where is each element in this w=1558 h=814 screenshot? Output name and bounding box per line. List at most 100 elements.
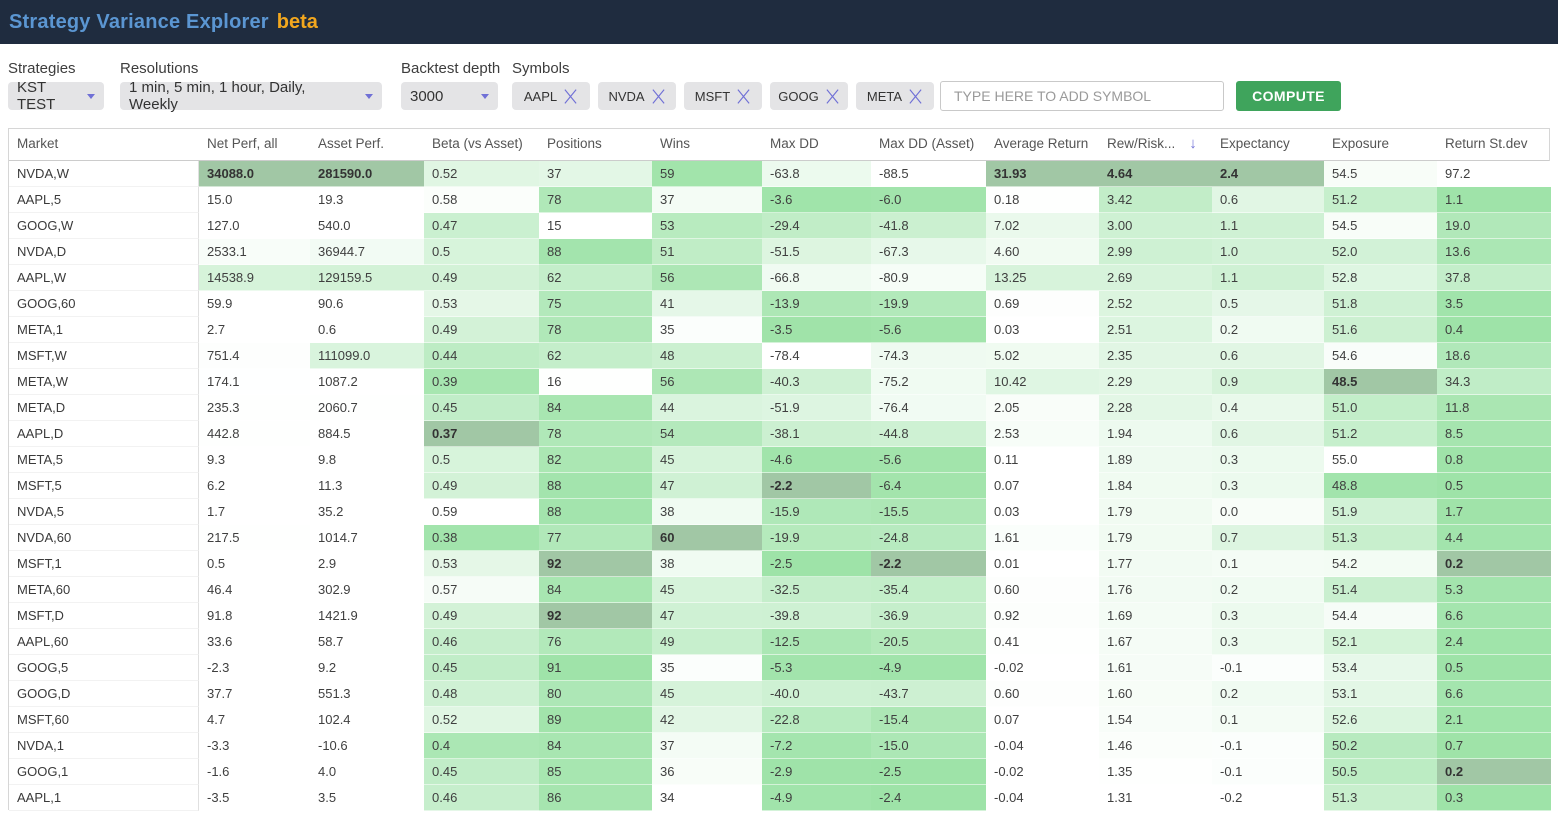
resolutions-dropdown[interactable]: 1 min, 5 min, 1 hour, Daily, Weekly	[120, 79, 382, 113]
remove-symbol-icon[interactable]	[736, 88, 751, 104]
table-row[interactable]: AAPL,5 15.0 19.3 0.58 78 37 -3.6 -6.0 0.18 3.42 0.…	[9, 187, 1551, 213]
cell-exposure: 55.0	[1324, 447, 1437, 473]
symbol-chip-label: AAPL	[523, 88, 558, 104]
column-header-avg_return[interactable]: Average Return	[994, 136, 1089, 151]
cell-rew_risk: 1.60	[1099, 681, 1212, 707]
table-row[interactable]: NVDA,D 2533.1 36944.7 0.5 88 51 -51.5 -67.3 4.60…	[9, 239, 1551, 265]
cell-exposure: 50.5	[1324, 759, 1437, 785]
cell-positions: 84	[539, 395, 652, 421]
cell-expectancy: 0.2	[1212, 577, 1324, 603]
sort-descending-icon: ↓	[1189, 135, 1197, 152]
table-row[interactable]: GOOG,5 -2.3 9.2 0.45 91 35 -5.3 -4.9 -0.02 1.61 -0…	[9, 655, 1551, 681]
cell-asset_perf: 111099.0	[310, 343, 424, 369]
cell-stdev: 0.7	[1437, 733, 1551, 759]
market-cell: MSFT,D	[9, 603, 199, 629]
cell-wins: 59	[652, 161, 762, 187]
remove-symbol-icon[interactable]	[563, 88, 578, 104]
table-row[interactable]: META,60 46.4 302.9 0.57 84 45 -32.5 -35.4 0.60 1.…	[9, 577, 1551, 603]
backtest-depth-dropdown[interactable]: 3000	[401, 82, 498, 110]
cell-wins: 48	[652, 343, 762, 369]
cell-expectancy: -0.1	[1212, 759, 1324, 785]
column-header-rew_risk[interactable]: Rew/Risk... ↓	[1107, 135, 1197, 152]
cell-max_dd_asset: -76.4	[871, 395, 986, 421]
cell-expectancy: 0.0	[1212, 499, 1324, 525]
column-header-wins[interactable]: Wins	[660, 136, 690, 151]
cell-beta: 0.39	[424, 369, 539, 395]
table-row[interactable]: AAPL,60 33.6 58.7 0.46 76 49 -12.5 -20.5 0.41 1.6…	[9, 629, 1551, 655]
column-header-max_dd[interactable]: Max DD	[770, 136, 819, 151]
cell-max_dd: -19.9	[762, 525, 871, 551]
strategies-dropdown[interactable]: KST TEST	[8, 79, 104, 113]
cell-wins: 41	[652, 291, 762, 317]
compute-button[interactable]: COMPUTE	[1236, 81, 1341, 111]
cell-asset_perf: 540.0	[310, 213, 424, 239]
app-title: Strategy Variance Explorer	[9, 10, 269, 33]
cell-beta: 0.44	[424, 343, 539, 369]
cell-net_perf: 6.2	[199, 473, 310, 499]
cell-asset_perf: 102.4	[310, 707, 424, 733]
cell-max_dd_asset: -74.3	[871, 343, 986, 369]
remove-symbol-icon[interactable]	[825, 88, 840, 104]
table-row[interactable]: GOOG,1 -1.6 4.0 0.45 85 36 -2.9 -2.5 -0.02 1.35 -0…	[9, 759, 1551, 785]
cell-asset_perf: 4.0	[310, 759, 424, 785]
table-row[interactable]: NVDA,5 1.7 35.2 0.59 88 38 -15.9 -15.5 0.03 1.79 0…	[9, 499, 1551, 525]
table-row[interactable]: MSFT,60 4.7 102.4 0.52 89 42 -22.8 -15.4 0.07 1.5…	[9, 707, 1551, 733]
cell-stdev: 11.8	[1437, 395, 1551, 421]
remove-symbol-icon[interactable]	[651, 88, 666, 104]
cell-stdev: 97.2	[1437, 161, 1551, 187]
table-row[interactable]: META,D 235.3 2060.7 0.45 84 44 -51.9 -76.4 2.05 2…	[9, 395, 1551, 421]
column-header-asset_perf[interactable]: Asset Perf.	[318, 136, 385, 151]
cell-max_dd: -29.4	[762, 213, 871, 239]
table-row[interactable]: GOOG,W 127.0 540.0 0.47 15 53 -29.4 -41.8 7.02 3.…	[9, 213, 1551, 239]
cell-avg_return: 4.60	[986, 239, 1099, 265]
table-row[interactable]: AAPL,1 -3.5 3.5 0.46 86 34 -4.9 -2.4 -0.04 1.31 -0…	[9, 785, 1551, 811]
cell-beta: 0.46	[424, 629, 539, 655]
column-header-net_perf[interactable]: Net Perf, all	[207, 136, 278, 151]
cell-net_perf: 34088.0	[199, 161, 310, 187]
table-row[interactable]: GOOG,60 59.9 90.6 0.53 75 41 -13.9 -19.9 0.69 2.5…	[9, 291, 1551, 317]
table-row[interactable]: MSFT,5 6.2 11.3 0.49 88 47 -2.2 -6.4 0.07 1.84 0.3…	[9, 473, 1551, 499]
cell-max_dd_asset: -24.8	[871, 525, 986, 551]
cell-asset_perf: 0.6	[310, 317, 424, 343]
cell-avg_return: 0.11	[986, 447, 1099, 473]
add-symbol-input[interactable]	[940, 81, 1224, 111]
column-header-max_dd_asset[interactable]: Max DD (Asset)	[879, 136, 975, 151]
table-row[interactable]: AAPL,W 14538.9 129159.5 0.49 62 56 -66.8 -80.9 1…	[9, 265, 1551, 291]
cell-beta: 0.45	[424, 395, 539, 421]
remove-symbol-icon[interactable]	[908, 88, 923, 104]
cell-net_perf: 14538.9	[199, 265, 310, 291]
column-header-market[interactable]: Market	[17, 136, 59, 151]
table-row[interactable]: META,1 2.7 0.6 0.49 78 35 -3.5 -5.6 0.03 2.51 0.2 5…	[9, 317, 1551, 343]
cell-max_dd_asset: -6.0	[871, 187, 986, 213]
table-row[interactable]: MSFT,1 0.5 2.9 0.53 92 38 -2.5 -2.2 0.01 1.77 0.1 5…	[9, 551, 1551, 577]
column-header-beta[interactable]: Beta (vs Asset)	[432, 136, 523, 151]
column-header-positions[interactable]: Positions	[547, 136, 602, 151]
table-row[interactable]: AAPL,D 442.8 884.5 0.37 78 54 -38.1 -44.8 2.53 1.…	[9, 421, 1551, 447]
cell-exposure: 53.4	[1324, 655, 1437, 681]
cell-max_dd_asset: -36.9	[871, 603, 986, 629]
cell-avg_return: -0.02	[986, 655, 1099, 681]
market-cell: MSFT,1	[9, 551, 199, 577]
column-header-exposure[interactable]: Exposure	[1332, 136, 1390, 151]
cell-beta: 0.49	[424, 603, 539, 629]
table-row[interactable]: GOOG,D 37.7 551.3 0.48 80 45 -40.0 -43.7 0.60 1.6…	[9, 681, 1551, 707]
cell-stdev: 37.8	[1437, 265, 1551, 291]
table-row[interactable]: META,5 9.3 9.8 0.5 82 45 -4.6 -5.6 0.11 1.89 0.3 55…	[9, 447, 1551, 473]
cell-exposure: 51.3	[1324, 785, 1437, 811]
cell-avg_return: 0.03	[986, 499, 1099, 525]
table-row[interactable]: NVDA,W 34088.0 281590.0 0.52 37 59 -63.8 -88.5 3…	[9, 161, 1551, 187]
cell-positions: 78	[539, 421, 652, 447]
cell-rew_risk: 1.61	[1099, 655, 1212, 681]
table-row[interactable]: NVDA,60 217.5 1014.7 0.38 77 60 -19.9 -24.8 1.61…	[9, 525, 1551, 551]
column-header-stdev[interactable]: Return St.dev	[1445, 136, 1528, 151]
cell-beta: 0.48	[424, 681, 539, 707]
table-row[interactable]: NVDA,1 -3.3 -10.6 0.4 84 37 -7.2 -15.0 -0.04 1.46…	[9, 733, 1551, 759]
cell-exposure: 48.8	[1324, 473, 1437, 499]
table-row[interactable]: MSFT,W 751.4 111099.0 0.44 62 48 -78.4 -74.3 5.0…	[9, 343, 1551, 369]
column-header-expectancy[interactable]: Expectancy	[1220, 136, 1290, 151]
cell-net_perf: 1.7	[199, 499, 310, 525]
table-row[interactable]: MSFT,D 91.8 1421.9 0.49 92 47 -39.8 -36.9 0.92 1.…	[9, 603, 1551, 629]
table-row[interactable]: META,W 174.1 1087.2 0.39 16 56 -40.3 -75.2 10.42…	[9, 369, 1551, 395]
cell-wins: 56	[652, 265, 762, 291]
market-cell: AAPL,1	[9, 785, 199, 811]
